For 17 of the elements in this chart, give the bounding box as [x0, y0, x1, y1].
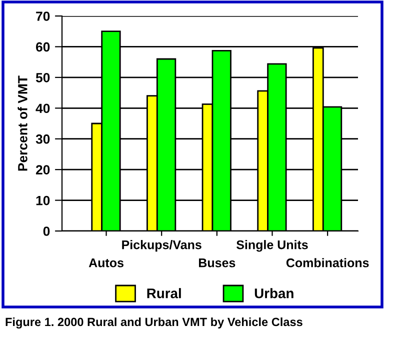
- y-tick-label: 50: [36, 72, 50, 82]
- y-tick-label: 60: [36, 42, 50, 52]
- x-tick-label: Combinations: [286, 258, 369, 268]
- legend-label: Rural: [147, 288, 181, 298]
- legend-label: Urban: [254, 288, 294, 298]
- y-tick-label: 20: [36, 165, 50, 174]
- y-axis-title: Percent of VMT: [18, 76, 28, 171]
- y-tick-label: 30: [36, 134, 50, 144]
- caption: Figure 1. 2000 Rural and Urban VMT by Vehicle Class: [6, 317, 302, 329]
- x-tick-label: Buses: [198, 258, 236, 268]
- y-tick-label: 10: [36, 196, 50, 206]
- y-tick-label: 40: [36, 104, 50, 114]
- x-tick-label: Autos: [88, 258, 124, 268]
- y-tick-label: 70: [36, 12, 50, 21]
- x-tick-label: Pickups/Vans: [122, 240, 202, 252]
- y-tick-label: 0: [43, 226, 50, 236]
- x-tick-label: Single Units: [236, 240, 308, 252]
